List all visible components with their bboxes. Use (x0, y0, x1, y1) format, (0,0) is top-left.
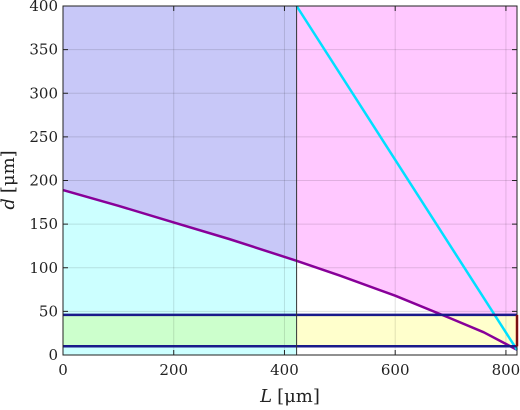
x-tick-label: 400 (270, 361, 299, 379)
x-axis-var: L (259, 386, 272, 407)
region-6 (296, 314, 517, 347)
y-tick-label: 0 (48, 346, 58, 364)
y-axis-label: d [μm] (0, 150, 19, 209)
x-ticks: 0 200 400 600 800 (58, 6, 520, 379)
x-axis-label: L [μm] (259, 386, 320, 407)
y-axis-var: d (0, 198, 19, 210)
y-tick-label: 300 (29, 84, 58, 102)
y-axis-unit: [μm] (0, 150, 19, 193)
y-tick-label: 150 (29, 215, 58, 233)
x-tick-label: 600 (381, 361, 410, 379)
y-ticks: 0 50 100 150 200 250 300 350 400 (29, 0, 517, 364)
y-tick-label: 50 (39, 302, 58, 320)
series-lines (62, 5, 519, 355)
x-axis-unit: [μm] (277, 386, 320, 407)
y-tick-label: 100 (29, 259, 58, 277)
y-tick-label: 200 (29, 172, 58, 190)
y-tick-label: 400 (29, 0, 58, 15)
x-tick-label: 800 (492, 361, 520, 379)
region-5 (63, 314, 297, 347)
x-tick-label: 200 (159, 361, 188, 379)
series-line-1 (62, 188, 518, 351)
y-tick-label: 250 (29, 128, 58, 146)
x-tick-label: 0 (58, 361, 68, 379)
y-tick-label: 350 (29, 41, 58, 59)
series-line-2 (295, 5, 519, 351)
